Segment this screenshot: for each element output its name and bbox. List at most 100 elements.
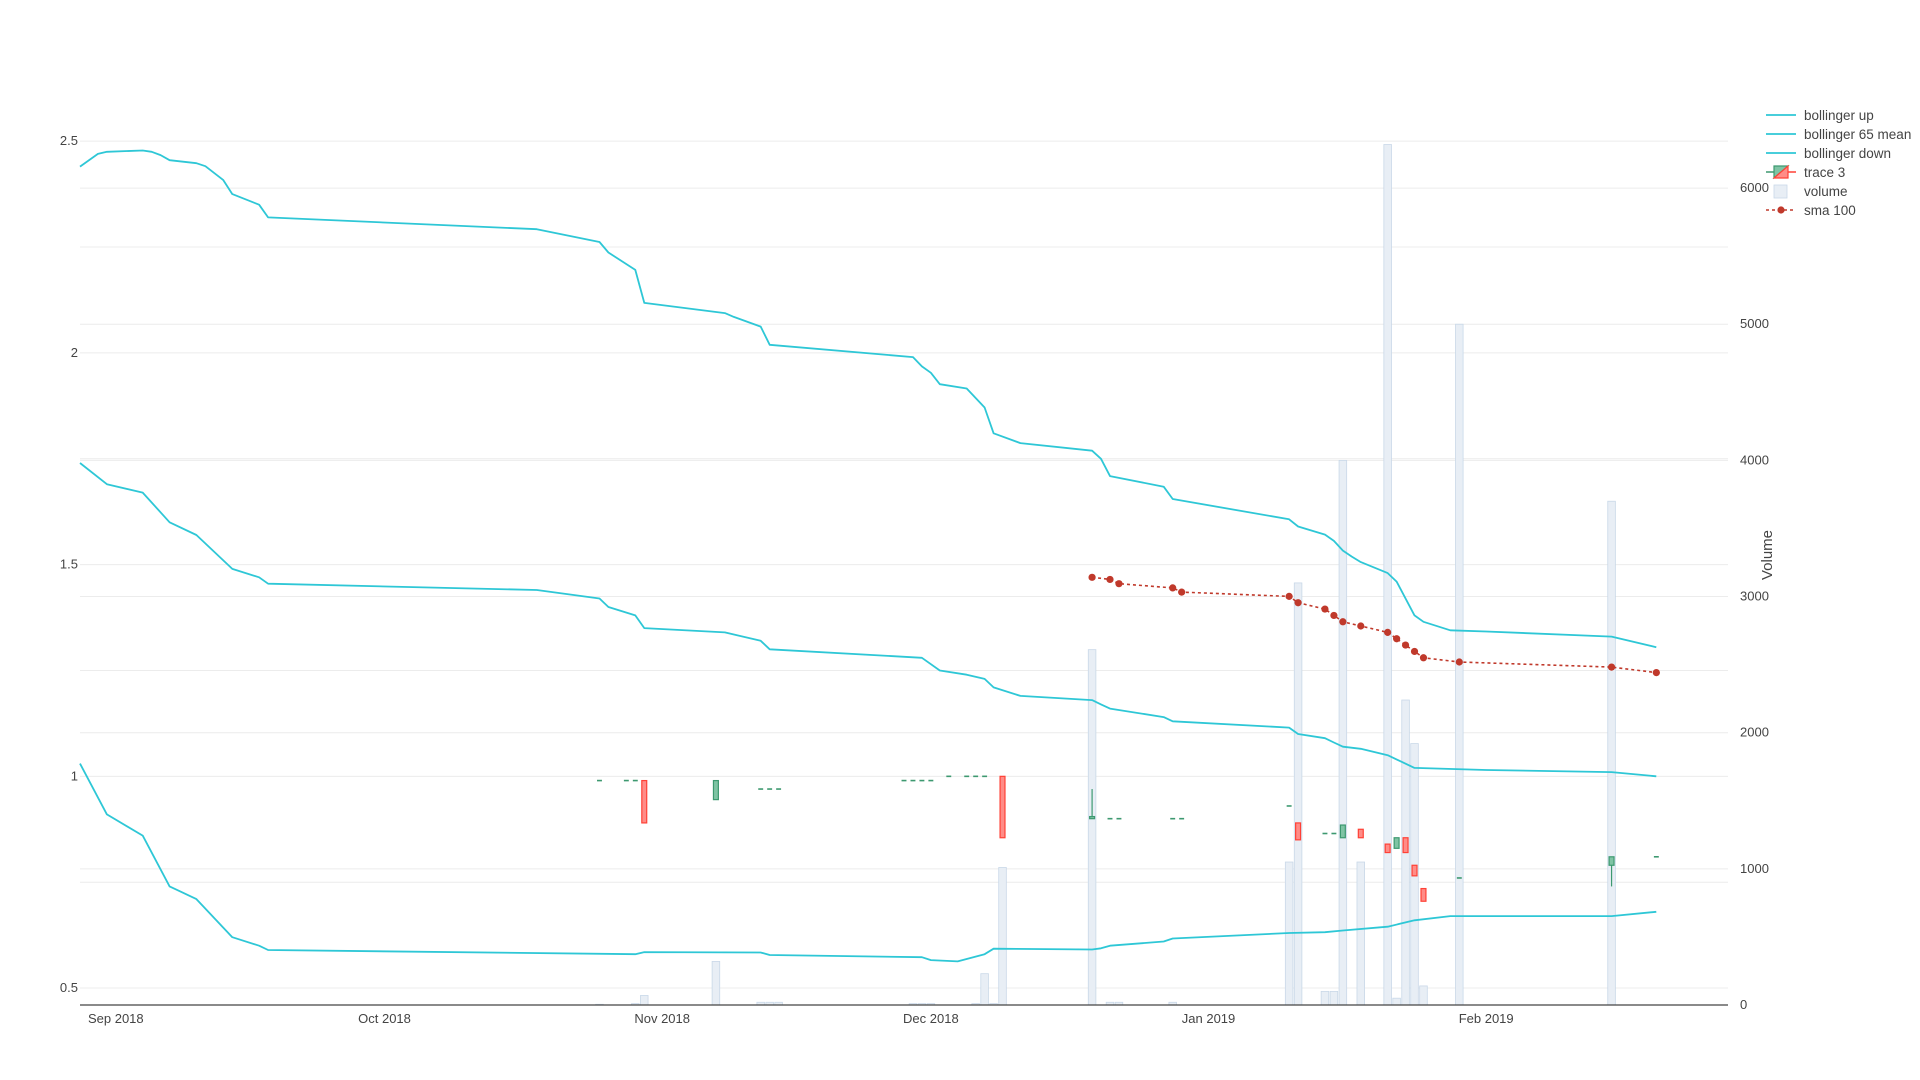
volume-bar [1419, 985, 1428, 1006]
legend-item[interactable]: sma 100 [1766, 203, 1856, 218]
legend-label: sma 100 [1804, 203, 1856, 218]
volume-bar [1293, 582, 1303, 1006]
volume-bar [1392, 997, 1401, 1006]
sma-100-point [1285, 592, 1293, 600]
legend-label: volume [1804, 184, 1848, 199]
y-tick-label: 2.5 [60, 133, 78, 148]
x-tick-label: Jan 2019 [1182, 1011, 1236, 1026]
y2-tick-label: 3000 [1740, 589, 1769, 604]
x-tick-label: Oct 2018 [358, 1011, 411, 1026]
candle [1339, 824, 1346, 839]
sma-100-point [1455, 658, 1463, 666]
y-tick-label: 0.5 [60, 980, 78, 995]
sma-100-point [1088, 573, 1096, 581]
candle-body [712, 779, 719, 801]
candle [712, 779, 719, 801]
volume-bar [980, 973, 989, 1006]
candle-body [1295, 822, 1302, 841]
sma-100-point [1401, 641, 1410, 649]
sma-100-point [1419, 654, 1428, 662]
candle [1384, 843, 1391, 854]
x-tick-label: Sep 2018 [88, 1011, 144, 1026]
sma-100-point [1384, 628, 1392, 636]
legend-item[interactable]: bollinger up [1766, 108, 1874, 123]
sma-100-point [1169, 584, 1177, 592]
y-tick-label: 1 [71, 768, 78, 783]
sma-100-point [1393, 635, 1401, 643]
volume-bar [1356, 861, 1365, 1006]
candle [641, 779, 648, 824]
candle-body [1402, 837, 1409, 854]
sma-100-point [1178, 588, 1186, 596]
candle-body [1420, 887, 1427, 902]
legend-item[interactable]: bollinger 65 mean [1766, 127, 1911, 142]
y2-axis-title: Volume [1759, 530, 1776, 580]
volume-bar [1338, 459, 1348, 1006]
candles [597, 775, 1659, 902]
candle-body [1608, 856, 1615, 866]
volume-bar [1607, 500, 1616, 1006]
sma-100-point [1294, 599, 1302, 607]
y2-tick-label: 4000 [1740, 452, 1769, 467]
legend-candle-down [1772, 164, 1789, 179]
candle [1402, 837, 1409, 854]
x-tick-label: Dec 2018 [903, 1011, 959, 1026]
candle [1089, 789, 1096, 820]
candle [1420, 887, 1427, 902]
volume-bar [998, 867, 1007, 1006]
volume-bar [1087, 649, 1097, 1006]
candle [1393, 837, 1400, 849]
volume-bars [595, 144, 1616, 1006]
candle-body [1339, 824, 1346, 839]
candle [999, 775, 1006, 839]
y2-tick-label: 1000 [1740, 861, 1769, 876]
sma-100-point [1106, 575, 1114, 584]
gridlines [80, 140, 1728, 989]
volume-bar [1320, 990, 1330, 1006]
candle-body [999, 775, 1006, 839]
y2-tick-label: 0 [1740, 997, 1747, 1012]
legend-label: bollinger up [1804, 108, 1874, 123]
legend-item[interactable]: trace 3 [1766, 164, 1845, 180]
sma-series [1088, 573, 1660, 677]
sma-100-line [1092, 576, 1657, 674]
sma-100-point [1357, 622, 1365, 630]
legend-item[interactable]: bollinger down [1766, 146, 1891, 161]
candle-body [1089, 815, 1096, 820]
candle-body [1411, 864, 1418, 877]
candle [1295, 822, 1302, 841]
y-tick-label: 1.5 [60, 557, 78, 572]
line-bollinger-down [79, 763, 1657, 963]
sma-100-point [1339, 618, 1347, 626]
y-tick-label: 2 [71, 345, 78, 360]
sma-100-point [1330, 611, 1338, 620]
sma-100-point [1652, 668, 1660, 677]
legend-label: bollinger down [1804, 146, 1891, 161]
legend-label: bollinger 65 mean [1804, 127, 1911, 142]
candle [1608, 856, 1615, 887]
y2-tick-label: 5000 [1740, 316, 1769, 331]
line-bollinger-up [79, 149, 1657, 649]
candle [1411, 864, 1418, 877]
y2-tick-label: 6000 [1740, 180, 1769, 195]
line-bollinger-65-mean [79, 462, 1657, 778]
legend-label: trace 3 [1804, 165, 1845, 180]
y2-tick-label: 2000 [1740, 725, 1769, 740]
candle-body [1357, 828, 1364, 839]
legend-bar-swatch [1773, 184, 1788, 199]
legend-item[interactable]: volume [1773, 184, 1848, 199]
sma-100-point [1115, 580, 1123, 588]
volume-bar [711, 961, 721, 1006]
bollinger-lines [79, 149, 1657, 963]
candle-body [641, 779, 648, 824]
candle-body [1384, 843, 1391, 854]
sma-100-point [1321, 605, 1329, 613]
legend-dot-swatch [1777, 206, 1785, 214]
legend[interactable]: bollinger up bollinger 65 mean bollinger d… [1766, 108, 1911, 218]
sma-100-point [1607, 663, 1616, 671]
volume-bar [1329, 990, 1339, 1006]
sma-100-point [1410, 647, 1419, 656]
x-tick-label: Feb 2019 [1459, 1011, 1514, 1026]
axes: Sep 2018 Oct 2018 Nov 2018 Dec 2018 Jan 2019… [60, 133, 1769, 1026]
